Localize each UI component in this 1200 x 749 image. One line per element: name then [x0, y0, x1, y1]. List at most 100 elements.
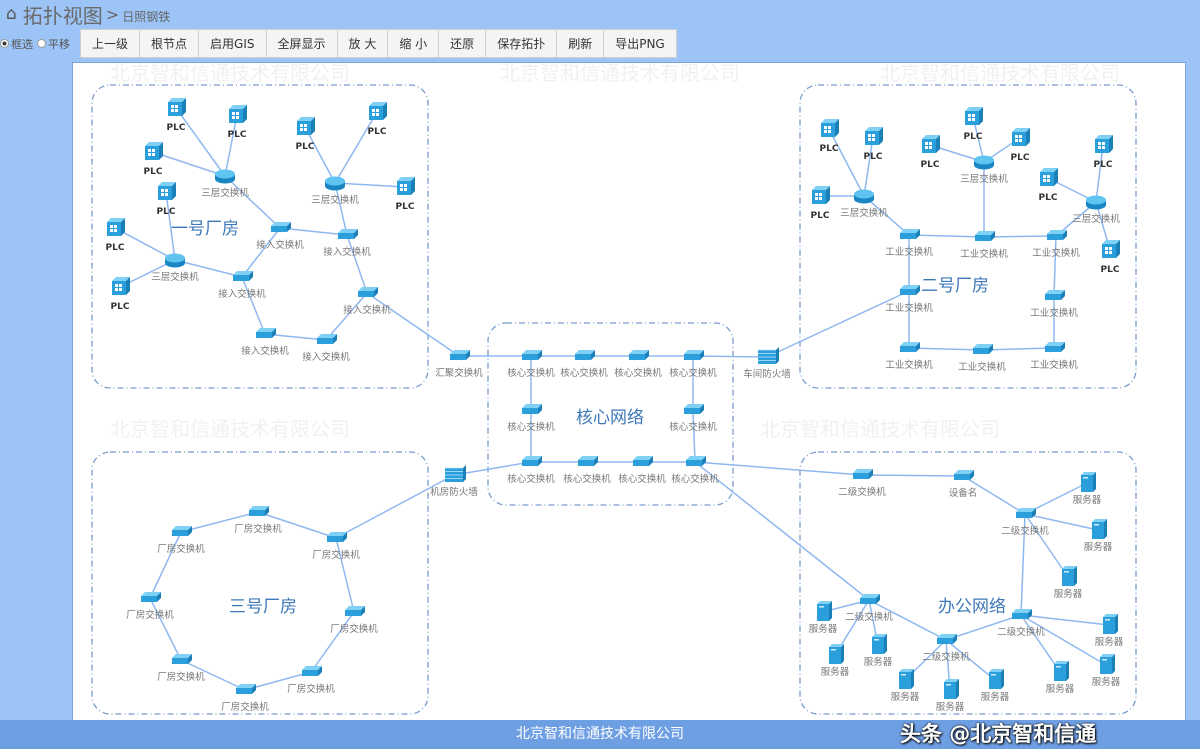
link-r7-r8[interactable] — [149, 531, 182, 599]
mode-select-radio[interactable]: 框选 — [0, 36, 33, 52]
link-b_l3a-b_w1[interactable] — [863, 195, 910, 236]
node-c5[interactable]: 核心交换机 — [507, 404, 555, 433]
node-a_p7[interactable]: PLC — [157, 182, 176, 217]
node-c4[interactable]: 核心交换机 — [669, 350, 717, 379]
node-a_s3[interactable]: 接入交换机 — [218, 271, 266, 300]
link-b_w6-b_w7[interactable] — [908, 347, 983, 351]
node-b_p1[interactable]: PLC — [820, 119, 839, 154]
link-a_l3b-a_p5[interactable] — [334, 111, 378, 184]
node-a_p2[interactable]: PLC — [228, 105, 247, 140]
link-r8-r1[interactable] — [180, 511, 259, 533]
node-r7[interactable]: 厂房交换机 — [126, 592, 174, 621]
link-a_l3a-a_p2[interactable] — [224, 114, 238, 177]
link-a_l3c-a_s3[interactable] — [174, 259, 243, 278]
node-o_s4[interactable]: 二级交换机 — [997, 609, 1045, 638]
mode-pan-radio[interactable]: 平移 — [37, 36, 70, 52]
node-a_p3[interactable]: PLC — [144, 142, 163, 177]
link-b_l3a-b_p1[interactable] — [828, 128, 865, 197]
link-o_dev-o_s2[interactable] — [962, 475, 1026, 515]
link-a_s6-a_s4[interactable] — [325, 292, 368, 341]
node-a_p1[interactable]: PLC — [167, 98, 186, 133]
link-r1-r2[interactable] — [257, 511, 337, 539]
link-a_l3b-a_s2[interactable] — [334, 182, 348, 236]
node-a_p9[interactable]: PLC — [111, 277, 130, 312]
node-o_s3[interactable]: 二级交换机 — [845, 594, 893, 623]
node-a_s5[interactable]: 接入交换机 — [241, 328, 289, 357]
node-r4[interactable]: 厂房交换机 — [287, 666, 335, 695]
home-icon[interactable]: ⌂ — [6, 4, 17, 24]
node-c3[interactable]: 核心交换机 — [614, 350, 662, 379]
link-a_s2-a_s4[interactable] — [346, 234, 368, 294]
fullscreen-button[interactable]: 全屏显示 — [266, 29, 338, 58]
node-r2[interactable]: 厂房交换机 — [312, 532, 360, 561]
node-o_dev[interactable]: 设备名 — [949, 470, 978, 499]
link-o_s2-o_s4[interactable] — [1020, 513, 1026, 616]
link-o_s3-o_s5[interactable] — [868, 599, 947, 641]
group-box-core[interactable] — [487, 322, 734, 506]
node-o_v12[interactable]: 服务器 — [981, 669, 1010, 703]
node-r8[interactable]: 厂房交换机 — [157, 526, 205, 555]
link-b_l3c-b_p7[interactable] — [1095, 144, 1104, 203]
node-b_w1[interactable]: 工业交换机 — [885, 229, 933, 258]
node-a_l3b[interactable]: 三层交换机 — [311, 176, 359, 207]
export-png-button[interactable]: 导出PNG — [604, 29, 677, 58]
node-b_p5[interactable]: PLC — [964, 107, 983, 142]
enable-gis-button[interactable]: 启用GIS — [199, 29, 267, 58]
node-r1[interactable]: 厂房交换机 — [234, 506, 282, 535]
node-o_v2[interactable]: 服务器 — [1084, 519, 1113, 553]
breadcrumb-current[interactable]: 日照钢铁 — [122, 9, 171, 24]
link-r3-r4[interactable] — [310, 611, 355, 673]
node-b_l3a[interactable]: 三层交换机 — [840, 189, 888, 220]
link-a_l3a-a_s1[interactable] — [224, 175, 281, 229]
node-o_v6[interactable]: 服务器 — [821, 644, 850, 678]
node-o_s1[interactable]: 二级交换机 — [838, 469, 886, 498]
link-r5-r6[interactable] — [180, 659, 246, 691]
node-a_p5[interactable]: PLC — [368, 102, 387, 137]
node-agg[interactable]: 汇聚交换机 — [435, 350, 483, 379]
node-c7[interactable]: 核心交换机 — [507, 456, 555, 485]
node-b_w4[interactable]: 工业交换机 — [885, 285, 933, 314]
save-topology-button[interactable]: 保存拓扑 — [486, 29, 558, 58]
link-a_l3a-a_p3[interactable] — [152, 151, 226, 177]
node-c2[interactable]: 核心交换机 — [560, 350, 608, 379]
link-c10-o_s3[interactable] — [694, 461, 870, 601]
node-b_w3[interactable]: 工业交换机 — [1032, 230, 1080, 259]
link-b_w1-b_w2[interactable] — [908, 234, 985, 238]
node-o_v7[interactable]: 服务器 — [1095, 614, 1124, 648]
node-c9[interactable]: 核心交换机 — [618, 456, 666, 485]
node-o_v5[interactable]: 服务器 — [864, 634, 893, 668]
node-a_s6[interactable]: 接入交换机 — [302, 334, 350, 363]
link-r2-fw2[interactable] — [335, 474, 455, 539]
node-a_l3a[interactable]: 三层交换机 — [201, 169, 249, 200]
node-b_w6[interactable]: 工业交换机 — [885, 342, 933, 371]
link-a_l3b-a_p6[interactable] — [334, 182, 406, 188]
node-a_p4[interactable]: PLC — [296, 117, 315, 152]
node-r3[interactable]: 厂房交换机 — [330, 606, 378, 635]
node-b_p3[interactable]: PLC — [811, 186, 830, 221]
node-b_p2[interactable]: PLC — [864, 127, 883, 162]
link-c10-o_s1[interactable] — [694, 461, 863, 476]
link-a_s4-agg[interactable] — [366, 292, 460, 357]
node-c1[interactable]: 核心交换机 — [507, 350, 555, 379]
node-b_p6[interactable]: PLC — [1011, 128, 1030, 163]
node-c8[interactable]: 核心交换机 — [563, 456, 611, 485]
link-b_w2-b_w3[interactable] — [983, 235, 1057, 238]
node-b_w5[interactable]: 工业交换机 — [1030, 290, 1078, 319]
group-box-g1[interactable] — [91, 84, 429, 389]
node-a_l3c[interactable]: 三层交换机 — [151, 253, 199, 284]
root-node-button[interactable]: 根节点 — [140, 29, 200, 58]
link-o_s4-o_v9[interactable] — [1020, 614, 1061, 673]
node-r5[interactable]: 厂房交换机 — [221, 684, 269, 713]
node-b_l3b[interactable]: 三层交换机 — [960, 155, 1008, 186]
group-box-g3[interactable] — [91, 451, 429, 715]
radio-icon[interactable] — [37, 39, 46, 48]
link-a_s1-a_s3[interactable] — [241, 227, 281, 278]
node-b_p4[interactable]: PLC — [921, 135, 940, 170]
link-a_l3b-a_p4[interactable] — [304, 126, 336, 184]
link-c6-c10[interactable] — [692, 409, 696, 463]
zoom-out-button[interactable]: 缩 小 — [388, 29, 440, 58]
group-box-g2[interactable] — [799, 84, 1137, 389]
link-a_s1-a_s2[interactable] — [279, 227, 348, 236]
node-a_s2[interactable]: 接入交换机 — [323, 229, 371, 258]
